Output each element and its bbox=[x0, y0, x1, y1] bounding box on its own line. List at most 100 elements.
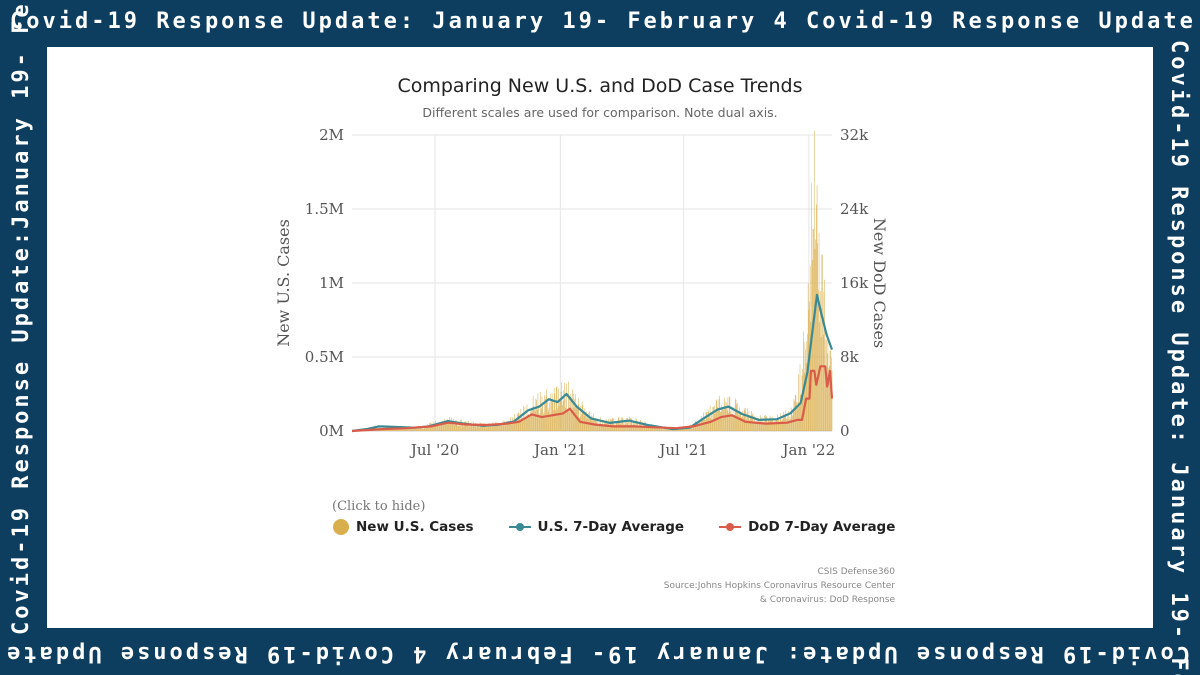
bar bbox=[642, 425, 644, 431]
bar bbox=[749, 420, 750, 431]
bar bbox=[491, 426, 492, 431]
bar bbox=[732, 415, 733, 431]
bar bbox=[402, 428, 403, 431]
bar bbox=[785, 410, 787, 431]
banner-bottom: Covid-19 Response Update: January 19- Fe… bbox=[0, 641, 1190, 666]
bar bbox=[403, 428, 405, 431]
bar bbox=[409, 428, 411, 431]
bar bbox=[806, 341, 808, 431]
bar bbox=[458, 425, 460, 431]
bar bbox=[775, 419, 777, 431]
bar bbox=[443, 421, 445, 431]
bar bbox=[397, 428, 399, 431]
bar bbox=[547, 411, 549, 431]
bar bbox=[486, 427, 488, 431]
bar bbox=[592, 420, 594, 431]
bar bbox=[728, 412, 729, 431]
bar bbox=[555, 387, 557, 431]
legend-item-dod-7day-average[interactable]: DoD 7-Day Average bbox=[718, 519, 895, 535]
bar bbox=[613, 418, 614, 431]
bar bbox=[823, 291, 825, 431]
bar bbox=[472, 421, 474, 431]
bar bbox=[418, 426, 420, 431]
bar bbox=[474, 423, 476, 431]
bar bbox=[413, 427, 415, 431]
bar bbox=[531, 407, 533, 431]
bar bbox=[828, 368, 829, 431]
bar bbox=[501, 422, 503, 431]
bar bbox=[793, 399, 795, 431]
bar bbox=[714, 413, 716, 431]
bar bbox=[512, 417, 513, 431]
bar bbox=[735, 398, 736, 431]
bar bbox=[696, 425, 698, 431]
bar bbox=[796, 405, 798, 431]
bar bbox=[745, 419, 747, 431]
bar bbox=[555, 410, 556, 431]
bar bbox=[661, 428, 663, 431]
bar bbox=[587, 412, 589, 431]
bar bbox=[455, 420, 456, 431]
bar bbox=[546, 389, 548, 431]
bar bbox=[466, 424, 467, 431]
bar bbox=[745, 407, 746, 431]
legend-item-new-us-cases[interactable]: New U.S. Cases bbox=[332, 518, 474, 536]
bar bbox=[696, 425, 697, 431]
bar bbox=[769, 421, 770, 431]
bar bbox=[593, 413, 595, 431]
bar bbox=[658, 428, 660, 431]
bar bbox=[515, 419, 516, 431]
source-line: Source:Johns Hopkins Coronavirus Resourc… bbox=[663, 581, 895, 591]
chart-title: Comparing New U.S. and DoD Case Trends bbox=[397, 75, 803, 97]
bar bbox=[513, 418, 515, 431]
bar bbox=[647, 427, 648, 431]
bar bbox=[553, 410, 554, 431]
bar bbox=[729, 397, 731, 431]
bar bbox=[705, 419, 706, 431]
bar bbox=[815, 239, 816, 431]
bar bbox=[540, 408, 542, 431]
bar bbox=[544, 395, 545, 431]
bar bbox=[681, 428, 682, 431]
bar bbox=[481, 424, 482, 431]
bar bbox=[557, 408, 558, 431]
bar bbox=[474, 425, 475, 431]
bar bbox=[519, 422, 521, 431]
bar bbox=[788, 411, 789, 431]
x-tick-label: Jan '22 bbox=[781, 441, 836, 459]
bar bbox=[464, 421, 466, 431]
bar bbox=[430, 426, 432, 431]
bar bbox=[485, 424, 487, 431]
bar bbox=[511, 424, 513, 431]
bar bbox=[503, 423, 505, 431]
bar bbox=[504, 421, 505, 431]
bar bbox=[558, 405, 560, 431]
bar bbox=[599, 423, 601, 431]
bar bbox=[568, 396, 570, 431]
bar bbox=[613, 424, 615, 431]
bar bbox=[731, 405, 733, 431]
bar bbox=[472, 426, 473, 431]
bar bbox=[740, 412, 742, 431]
bar bbox=[567, 408, 569, 431]
bar bbox=[726, 410, 728, 431]
bar bbox=[500, 424, 502, 431]
bar bbox=[615, 425, 616, 431]
bar bbox=[513, 423, 514, 431]
bar bbox=[725, 408, 727, 431]
bar bbox=[460, 426, 462, 431]
legend-item-us-7day-average[interactable]: U.S. 7-Day Average bbox=[508, 519, 684, 535]
bar bbox=[427, 427, 429, 431]
bar bbox=[465, 421, 467, 431]
bar bbox=[809, 301, 810, 431]
bar bbox=[438, 424, 439, 431]
y2-tick-label: 16k bbox=[840, 274, 869, 292]
bar bbox=[775, 419, 776, 431]
bar bbox=[795, 395, 797, 431]
bar bbox=[579, 417, 580, 431]
y2-axis-title: New DoD Cases bbox=[870, 218, 889, 348]
y-tick-label: 2M bbox=[319, 126, 344, 144]
bar bbox=[703, 412, 704, 431]
y2-tick-label: 24k bbox=[840, 200, 869, 218]
bar bbox=[826, 353, 828, 431]
